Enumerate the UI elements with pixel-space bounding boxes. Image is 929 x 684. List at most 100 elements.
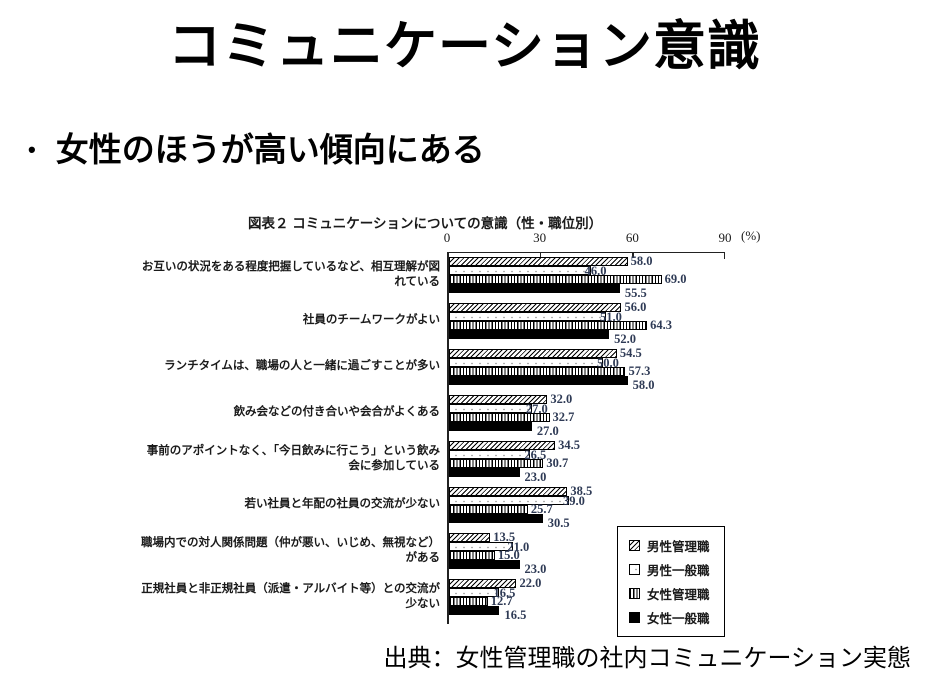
value-label: 12.7: [490, 594, 513, 608]
value-label: 30.7: [546, 456, 569, 470]
x-axis-tick: [632, 253, 634, 258]
value-label: 22.0: [519, 576, 542, 590]
value-label: 32.0: [550, 392, 573, 406]
bar: [448, 579, 517, 588]
legend-item: 男性一般職: [629, 560, 710, 579]
value-label: 16.5: [493, 586, 516, 600]
bar: [448, 312, 607, 321]
value-label: 52.0: [614, 332, 636, 346]
value-label: 16.5: [504, 608, 527, 622]
value-label: 21.0: [507, 540, 530, 554]
x-axis-tick-label: 90: [718, 230, 732, 245]
value-label: 69.0: [664, 272, 687, 286]
bar: [448, 275, 662, 284]
chart-legend: 男性管理職男性一般職女性管理職女性一般職: [617, 526, 725, 637]
value-label: 46.0: [584, 264, 607, 278]
bar: [448, 367, 626, 376]
value-label: 56.0: [624, 300, 647, 314]
value-label: 38.5: [570, 484, 593, 498]
value-label: 58.0: [630, 254, 653, 268]
bar: [448, 284, 620, 293]
value-label: 55.5: [624, 286, 647, 300]
category-label: 若い社員と年配の社員の交流が少ない: [244, 498, 441, 511]
legend-label: 男性一般職: [647, 564, 710, 578]
bar: [448, 551, 495, 560]
x-axis-tick: [723, 253, 725, 259]
y-axis-line: [447, 252, 449, 624]
bar-group: 54.5 50.0 57.3 58.0: [448, 344, 727, 392]
x-axis-tick-label: 30: [533, 230, 547, 245]
value-label: 50.0: [596, 356, 619, 370]
source-caption: 出典：女性管理職の社内コミュニケーション実態: [383, 645, 911, 672]
value-label: 15.0: [497, 548, 520, 562]
bar: [448, 404, 532, 413]
chart-title: 図表２ コミュニケーションについての意識（性・職位別）: [248, 216, 603, 231]
value-label: 27.0: [525, 402, 548, 416]
bar: [448, 505, 528, 514]
value-label: 23.0: [524, 562, 547, 576]
bar: [448, 303, 622, 312]
bullet-row: • 女性のほうが高い傾向にある: [28, 128, 485, 172]
bar-group: 32.0 27.0 32.7 27.0: [448, 390, 727, 438]
bullet-icon: •: [28, 137, 36, 162]
bar: [448, 514, 543, 523]
value-label: 13.5: [493, 530, 516, 544]
bar-group: 38.5 39.0 25.7 30.5: [448, 482, 727, 530]
legend-item: 女性管理職: [629, 584, 710, 603]
bar: [448, 459, 544, 468]
legend-swatch-solid-black: [629, 612, 640, 623]
value-label: 39.0: [562, 494, 585, 508]
category-label: 飲み会などの付き合いや会合がよくある: [233, 406, 440, 419]
bar: [448, 496, 569, 505]
category-label: 職場内での対人関係問題（仲が悪い、いじめ、無視など）がある: [141, 536, 440, 564]
bar: [448, 395, 548, 404]
bar: [448, 376, 628, 385]
bar-group: 34.5 26.5 30.7 23.0: [448, 436, 727, 484]
value-label: 57.3: [628, 364, 651, 378]
bar: [448, 441, 556, 450]
bar: [448, 349, 617, 358]
category-label: 社員のチームワークがよい: [302, 314, 440, 327]
bar: [448, 358, 603, 367]
value-label: 64.3: [650, 318, 672, 332]
x-axis-tick-label: 60: [625, 230, 639, 245]
legend-swatch-diagonal-hatch: [629, 540, 640, 551]
x-axis-tick-label: 0: [443, 230, 451, 245]
value-label: 25.7: [530, 502, 553, 516]
category-label: ランチタイムは、職場の人と一緒に過ごすことが多い: [164, 360, 440, 373]
legend-item: 男性管理職: [629, 536, 710, 555]
legend-swatch-white: [629, 564, 640, 575]
value-label: 51.0: [600, 310, 622, 324]
category-label: 正規社員と非正規社員（派遣・アルバイト等）との交流が少ない: [141, 582, 440, 610]
legend-label: 女性一般職: [647, 612, 710, 626]
legend-label: 女性管理職: [647, 588, 710, 602]
value-label: 27.0: [536, 424, 559, 438]
x-axis-unit-label: (%): [741, 228, 761, 243]
value-label: 32.7: [552, 410, 575, 424]
bar-group: 22.0 16.5 12.7 16.5: [448, 574, 727, 622]
bar: [448, 422, 532, 431]
bar: [448, 487, 568, 496]
bar: [448, 266, 591, 275]
bar: [448, 468, 520, 477]
bar: [448, 533, 491, 542]
legend-item: 女性一般職: [629, 608, 710, 627]
category-label: お互いの状況をある程度把握しているなど、相互理解が図れている: [141, 260, 440, 288]
page-title: コミュニケーション意識: [168, 17, 761, 76]
bar: [448, 450, 531, 459]
bar: [448, 257, 628, 266]
value-label: 34.5: [558, 438, 580, 452]
bar: [448, 597, 488, 606]
value-label: 26.5: [524, 448, 547, 462]
value-label: 23.0: [524, 470, 547, 484]
bar: [448, 413, 550, 422]
value-label: 54.5: [619, 346, 642, 360]
x-axis-tick: [539, 253, 542, 258]
value-label: 58.0: [632, 378, 655, 392]
category-label: 事前のアポイントなく、「今日飲みに行こう」という飲み会に参加している: [146, 444, 440, 472]
value-label: 30.5: [547, 516, 570, 530]
bullet-text: 女性のほうが高い傾向にある: [55, 131, 485, 168]
bar-group: 58.0 46.0 69.0 55.5: [448, 252, 727, 300]
bar: [448, 560, 520, 569]
